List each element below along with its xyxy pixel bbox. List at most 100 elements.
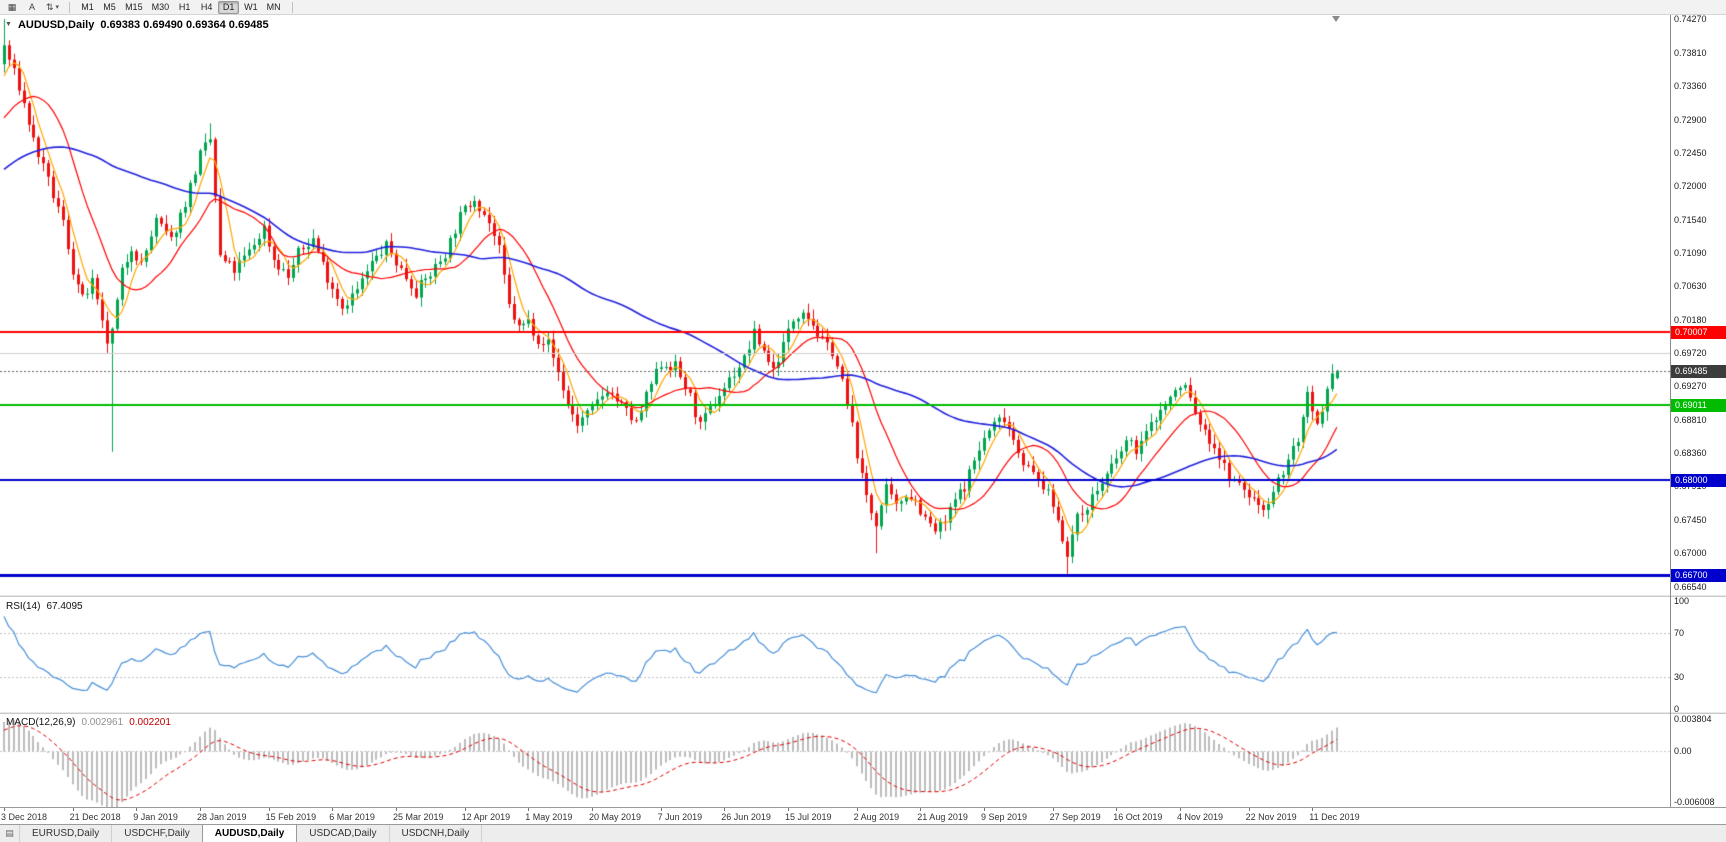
macd-axis-label: -0.006008 [1674, 797, 1715, 807]
price-axis-label: 0.68360 [1674, 448, 1707, 459]
time-axis-label: 2 Aug 2019 [853, 812, 900, 822]
time-axis-label: 25 Mar 2019 [393, 812, 444, 822]
current-price-badge: 0.69485 [1671, 364, 1726, 378]
time-axis-label: 21 Aug 2019 [917, 812, 968, 822]
time-axis-label: 28 Jan 2019 [197, 812, 247, 822]
time-axis[interactable]: 3 Dec 2018 21 Dec 2018 9 Jan 2019 28 Jan 20… [0, 807, 1726, 824]
timeframe-button-h1[interactable]: H1 [178, 2, 191, 12]
time-axis-tick [200, 808, 201, 811]
chart-tab-usdcad[interactable]: USDCAD,Daily [297, 825, 390, 842]
timeframe-button-m1[interactable]: M1 [81, 2, 94, 12]
zoom-icon: ⇅ [46, 1, 54, 12]
timeframe-button-m5[interactable]: M5 [103, 2, 116, 12]
time-axis-tick [396, 808, 397, 811]
time-axis-tick [1180, 808, 1181, 811]
macd-axis-label: 0.00 [1674, 746, 1692, 757]
timeframe-button-h4[interactable]: H4 [200, 2, 213, 12]
price-axis-label: 0.73810 [1674, 47, 1707, 58]
time-axis-tick [724, 808, 725, 811]
price-axis-label: 0.67450 [1674, 515, 1707, 526]
chart-tab-eurusd[interactable]: EURUSD,Daily [20, 825, 113, 842]
timeframe-button-m30[interactable]: M30 [151, 2, 170, 12]
top-toolbar: ▦ A ⇅ ▾ M1 M5 M15 M30 H1 H4 D1 W1 MN [0, 0, 1726, 15]
price-axis-label: 0.72900 [1674, 114, 1707, 125]
chart-tab-usdchf[interactable]: USDCHF,Daily [112, 825, 203, 842]
time-axis-tick [269, 808, 270, 811]
rsi-axis-label: 30 [1674, 671, 1685, 682]
charts-grid-icon[interactable]: ▦ [7, 1, 17, 12]
time-axis-label: 4 Nov 2019 [1177, 812, 1224, 822]
time-axis-tick [332, 808, 333, 811]
price-axis-label: 0.70630 [1674, 281, 1707, 292]
time-axis-tick [857, 808, 858, 811]
price-line-badge: 0.69011 [1671, 399, 1726, 413]
time-axis-tick [4, 808, 5, 811]
chart-ohlc-label: ▼ AUDUSD,Daily 0.69383 0.69490 0.69364 0… [5, 19, 269, 31]
timeframe-button-mn[interactable]: MN [266, 2, 281, 12]
rsi-current-value: 67.4095 [46, 601, 83, 612]
price-axis-label: 0.69270 [1674, 381, 1707, 392]
price-axis-label: 0.72450 [1674, 147, 1707, 158]
chart-tab-usdcnh[interactable]: USDCNH,Daily [390, 825, 483, 842]
time-axis-label: 6 Mar 2019 [329, 812, 375, 822]
chart-symbol-period: AUDUSD,Daily [17, 19, 95, 31]
time-axis-label: 3 Dec 2018 [1, 812, 48, 822]
price-axis-label: 0.71540 [1674, 214, 1707, 225]
time-axis-label: 12 Apr 2019 [461, 812, 511, 822]
chart-tab-bar: ▤ EURUSD,Daily USDCHF,Daily AUDUSD,Daily US… [0, 824, 1726, 842]
macd-signal-value: 0.002201 [129, 717, 171, 728]
price-axis-label: 0.72000 [1674, 180, 1707, 191]
window-list-icon[interactable]: ▤ [0, 825, 20, 842]
time-axis-tick [73, 808, 74, 811]
timeframe-button-m15[interactable]: M15 [125, 2, 143, 12]
rsi-axis-label: 0 [1674, 704, 1680, 714]
time-axis-tick [528, 808, 529, 811]
macd-label: MACD(12,26,9) 0.002961 0.002201 [6, 717, 171, 728]
time-axis-label: 15 Feb 2019 [265, 812, 317, 822]
toolbar-separator [69, 1, 71, 13]
time-axis-label: 16 Oct 2019 [1113, 812, 1163, 822]
toolbar-separator [291, 1, 293, 13]
dropdown-caret-icon: ▾ [55, 4, 60, 11]
price-axis-label: 0.68810 [1674, 415, 1707, 426]
macd-indicator-panel[interactable] [0, 714, 1670, 807]
price-line-badge: 0.68000 [1671, 473, 1726, 487]
time-axis-tick [1116, 808, 1117, 811]
timeframe-button-w1[interactable]: W1 [244, 2, 258, 12]
price-line-badge: 0.66700 [1671, 569, 1726, 583]
rsi-indicator-panel[interactable] [0, 597, 1670, 712]
time-axis-tick [465, 808, 466, 811]
macd-axis-label: 0.003804 [1674, 714, 1712, 724]
panel-splitter[interactable] [0, 595, 1726, 597]
timeframe-button-d1[interactable]: D1 [218, 0, 240, 14]
price-axis-label: 0.74270 [1674, 14, 1707, 24]
macd-main-value: 0.002961 [81, 717, 124, 728]
time-axis-tick [592, 808, 593, 811]
rsi-label: RSI(14) 67.4095 [6, 601, 83, 612]
time-axis-label: 11 Dec 2019 [1309, 812, 1360, 822]
time-axis-tick [1312, 808, 1313, 811]
one-click-trading-toggle-icon[interactable]: ▼ [5, 21, 12, 28]
panel-splitter[interactable] [0, 712, 1726, 714]
price-axis-label: 0.67000 [1674, 548, 1707, 559]
main-price-chart[interactable] [0, 15, 1670, 595]
timeframe-button-group: M1 M5 M15 M30 H1 H4 D1 W1 MN [77, 0, 285, 14]
time-axis-label: 26 Jun 2019 [721, 812, 771, 822]
chart-tab-audusd[interactable]: AUDUSD,Daily [201, 825, 298, 842]
cursor-mode-button[interactable]: A [28, 2, 35, 12]
scale-dropdown-button[interactable]: ⇅ ▾ [43, 1, 62, 14]
price-axis-label: 0.66540 [1674, 582, 1707, 592]
time-axis-label: 7 Jun 2019 [657, 812, 703, 822]
price-line-badge: 0.70007 [1671, 326, 1726, 340]
time-axis-tick [1053, 808, 1054, 811]
chart-shift-marker-icon[interactable] [1332, 16, 1340, 22]
time-axis-tick [984, 808, 985, 811]
time-axis-label: 22 Nov 2019 [1245, 812, 1297, 822]
time-axis-tick [920, 808, 921, 811]
time-axis-label: 9 Sep 2019 [981, 812, 1028, 822]
time-axis-tick [136, 808, 137, 811]
time-axis-label: 20 May 2019 [589, 812, 642, 822]
price-axis-label: 0.71090 [1674, 247, 1707, 258]
time-axis-label: 15 Jul 2019 [785, 812, 832, 822]
